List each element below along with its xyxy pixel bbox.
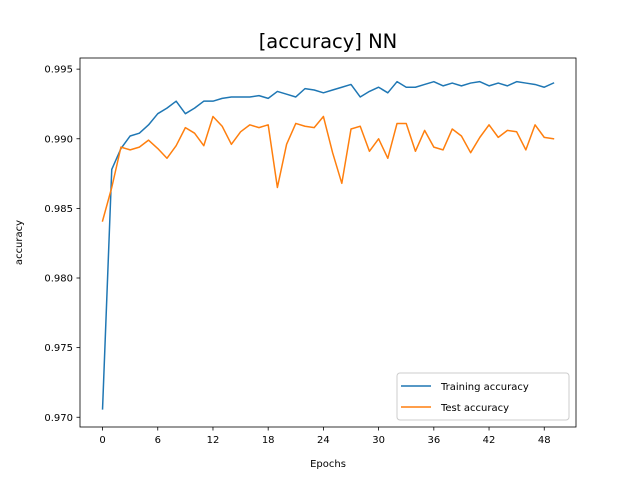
x-axis-ticks: 0 6 12 18 24 30 36 42 48 (99, 427, 551, 446)
legend-label-test: Test accuracy (440, 403, 509, 414)
plot-frame (79, 57, 577, 428)
x-tick-label: 36 (427, 435, 440, 446)
x-tick-label: 42 (483, 435, 496, 446)
y-tick-label: 0.980 (44, 274, 73, 285)
y-tick-label: 0.995 (44, 65, 73, 76)
legend-frame (396, 372, 570, 421)
y-tick-label: 0.975 (44, 343, 73, 354)
x-tick-label: 0 (99, 435, 105, 446)
series-line-training (101, 80, 555, 410)
series-line-test (101, 115, 555, 222)
y-tick-label: 0.985 (44, 204, 73, 215)
x-tick-label: 12 (207, 435, 220, 446)
x-tick-label: 30 (372, 435, 385, 446)
y-tick-label: 0.990 (44, 134, 73, 145)
x-axis-label: Epochs (310, 459, 346, 470)
x-tick-label: 24 (317, 435, 330, 446)
y-tick-label: 0.970 (44, 413, 73, 424)
legend-label-training: Training accuracy (440, 382, 529, 393)
x-tick-label: 18 (262, 435, 275, 446)
legend: Training accuracy Test accuracy (396, 372, 570, 421)
chart-title: [accuracy] NN (259, 30, 398, 53)
plot-lines (101, 80, 555, 410)
x-tick-label: 48 (538, 435, 551, 446)
y-axis-label: accuracy (14, 220, 25, 265)
y-axis-ticks: 0.970 0.975 0.980 0.985 0.990 0.995 (44, 65, 80, 424)
x-tick-label: 6 (155, 435, 161, 446)
